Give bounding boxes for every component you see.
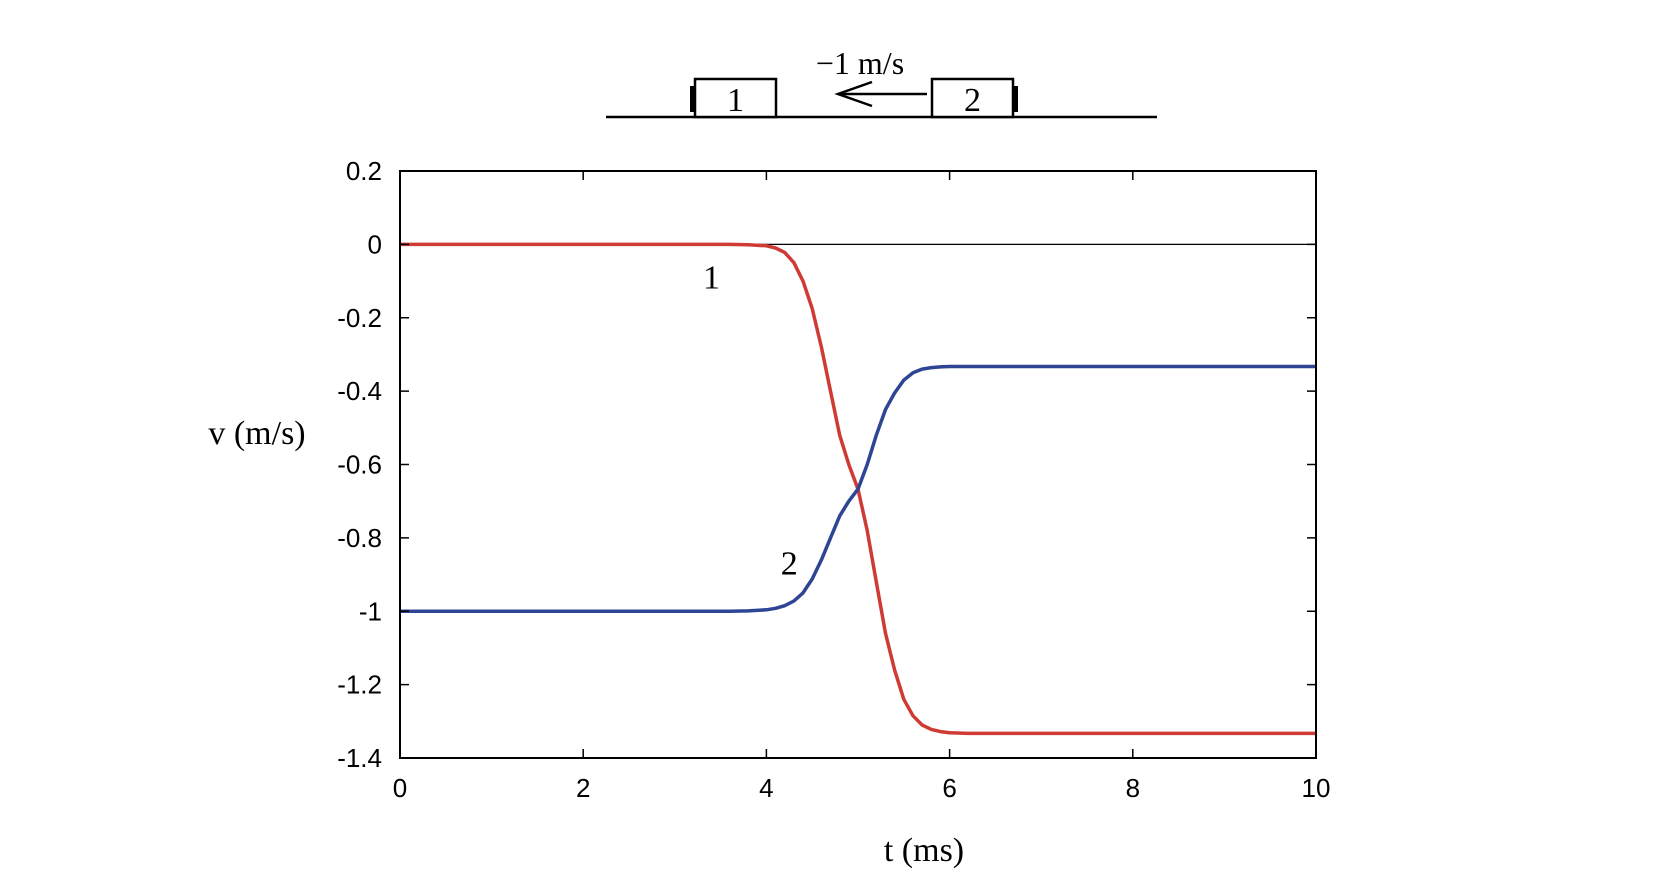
series-layer xyxy=(400,242,1316,736)
block-1-label: 1 xyxy=(727,82,744,119)
y-tick-label: 0 xyxy=(368,229,382,259)
velocity-arrow-icon xyxy=(834,80,927,108)
series-annotation: 2 xyxy=(781,546,798,583)
y-tick-label: -0.2 xyxy=(337,303,382,333)
collision-diagram: 1 2 −1 m/s xyxy=(606,45,1157,119)
y-tick-label: -1 xyxy=(359,596,382,626)
x-axis-label: t (ms) xyxy=(884,832,964,869)
velocity-label: −1 m/s xyxy=(816,45,904,81)
x-tick-label: 10 xyxy=(1302,773,1331,803)
tick-layer xyxy=(399,170,1317,759)
series-annotation: 1 xyxy=(703,259,720,296)
series-2-line xyxy=(400,364,1316,614)
x-tick-label: 4 xyxy=(759,773,773,803)
tick-label-layer: 0 2 4 6 8 10 0.2 0 -0.2 -0.4 -0.6 -0.8 -1 -1.2 -1.4 xyxy=(337,156,1330,803)
block-2-label: 2 xyxy=(964,82,981,119)
y-tick-label: -0.8 xyxy=(337,523,382,553)
x-tick-label: 2 xyxy=(576,773,590,803)
y-tick-label: -0.6 xyxy=(337,450,382,480)
y-tick-label: 0.2 xyxy=(346,156,382,186)
velocity-chart: 0 2 4 6 8 100.20-0.2-0.4-0.6-0.8-1-1.2-1.4 12… xyxy=(208,156,1330,869)
y-tick-label: -1.2 xyxy=(337,670,382,700)
y-tick-label: -0.4 xyxy=(337,376,382,406)
block-1 xyxy=(693,77,778,119)
x-tick-label: 6 xyxy=(942,773,956,803)
annotation-layer: 12 xyxy=(703,259,798,582)
x-tick-label: 0 xyxy=(393,773,407,803)
y-tick-label: -1.4 xyxy=(337,743,382,773)
block-2 xyxy=(930,77,1015,119)
plot-frame xyxy=(399,170,1317,759)
y-axis-label: v (m/s) xyxy=(208,415,305,452)
x-tick-label: 8 xyxy=(1126,773,1140,803)
block-1-bumper xyxy=(690,86,695,112)
block-2-bumper xyxy=(1013,86,1018,112)
